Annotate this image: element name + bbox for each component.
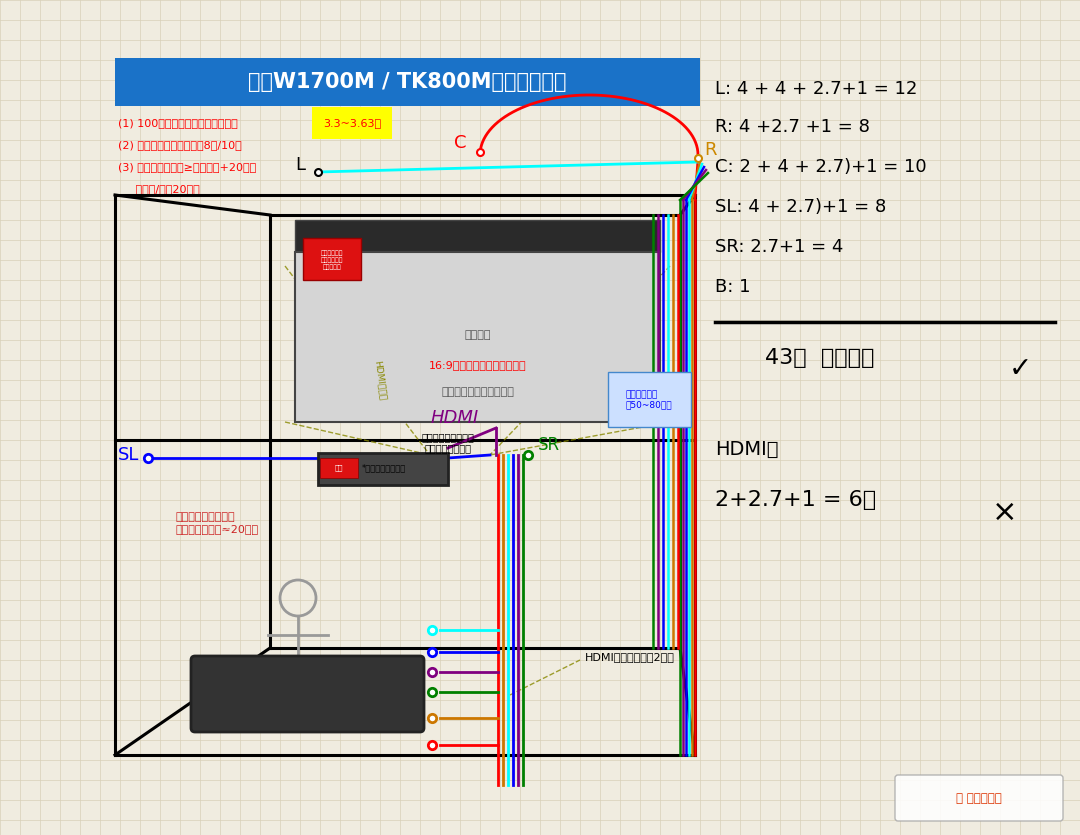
Text: HDMI高清线（预留2条）: HDMI高清线（预留2条） — [585, 652, 675, 662]
Text: ×: × — [993, 498, 1017, 527]
Text: 43米  （音频）: 43米 （音频） — [765, 348, 875, 368]
FancyBboxPatch shape — [895, 775, 1063, 821]
Text: C: 2 + 4 + 2.7)+1 = 10: C: 2 + 4 + 2.7)+1 = 10 — [715, 158, 927, 176]
Text: C: C — [454, 134, 467, 152]
Bar — [114, 58, 700, 106]
Text: 幕面平整、操作简洁方便: 幕面平整、操作简洁方便 — [441, 387, 514, 397]
Text: ✓: ✓ — [1009, 355, 1031, 383]
Text: 幕槽宽/深：20厘米: 幕槽宽/深：20厘米 — [118, 184, 200, 194]
Bar — [295, 220, 660, 252]
Text: B: 1: B: 1 — [715, 278, 751, 296]
Text: HDMI高清线: HDMI高清线 — [373, 360, 388, 401]
Text: SL: SL — [118, 446, 139, 464]
Text: SR: SR — [538, 436, 561, 454]
Text: SL: 4 + 2.7)+1 = 8: SL: 4 + 2.7)+1 = 8 — [715, 198, 887, 216]
Text: L: L — [295, 156, 305, 174]
Bar — [320, 458, 357, 478]
Text: 高清线连接输入设备
如机顶盒、播放机: 高清线连接输入设备 如机顶盒、播放机 — [421, 432, 474, 453]
Text: *投影机处单独电源: *投影机处单独电源 — [362, 463, 406, 473]
Text: 值 什么值得买: 值 什么值得买 — [956, 792, 1002, 804]
Text: (3) 电动幕幕槽长度≥幕布总长+20厘米: (3) 电动幕幕槽长度≥幕布总长+20厘米 — [118, 162, 256, 172]
Text: 明基W1700M / TK800M安装示意简图: 明基W1700M / TK800M安装示意简图 — [248, 72, 567, 92]
Bar — [318, 453, 448, 485]
Text: (1) 100寸投影机镜头到幕布距离：: (1) 100寸投影机镜头到幕布距离： — [118, 118, 238, 128]
Text: (2) 高清线一般建议长度：8米/10米: (2) 高清线一般建议长度：8米/10米 — [118, 140, 242, 150]
Bar — [295, 252, 660, 422]
Text: R: 4 +2.7 +1 = 8: R: 4 +2.7 +1 = 8 — [715, 118, 869, 136]
Text: 幕布下边缘离
地50~80厘米: 幕布下边缘离 地50~80厘米 — [626, 390, 673, 409]
Text: 2+2.7+1 = 6米: 2+2.7+1 = 6米 — [715, 490, 876, 510]
Bar — [303, 238, 361, 280]
Text: 推荐使用: 推荐使用 — [464, 330, 490, 340]
Text: HDMI：: HDMI： — [715, 440, 779, 459]
Text: L: 4 + 4 + 2.7+1 = 12: L: 4 + 4 + 2.7+1 = 12 — [715, 80, 917, 98]
Text: 电源: 电源 — [335, 465, 343, 471]
Text: 3.3~3.63米: 3.3~3.63米 — [323, 118, 381, 128]
Bar — [295, 252, 660, 266]
Text: 幕布电源左出
预留独立电源
可电源右出: 幕布电源左出 预留独立电源 可电源右出 — [321, 250, 343, 270]
Text: HDMI: HDMI — [431, 409, 480, 427]
FancyBboxPatch shape — [191, 656, 424, 732]
Text: SR: 2.7+1 = 4: SR: 2.7+1 = 4 — [715, 238, 843, 256]
Text: 投影机正对幕布居中
投影机距离后墙≈20厘米: 投影机正对幕布居中 投影机距离后墙≈20厘米 — [175, 512, 258, 534]
Text: R: R — [704, 141, 716, 159]
Text: 16:9经科合适尺寸电动玻纤幕: 16:9经科合适尺寸电动玻纤幕 — [429, 360, 526, 370]
